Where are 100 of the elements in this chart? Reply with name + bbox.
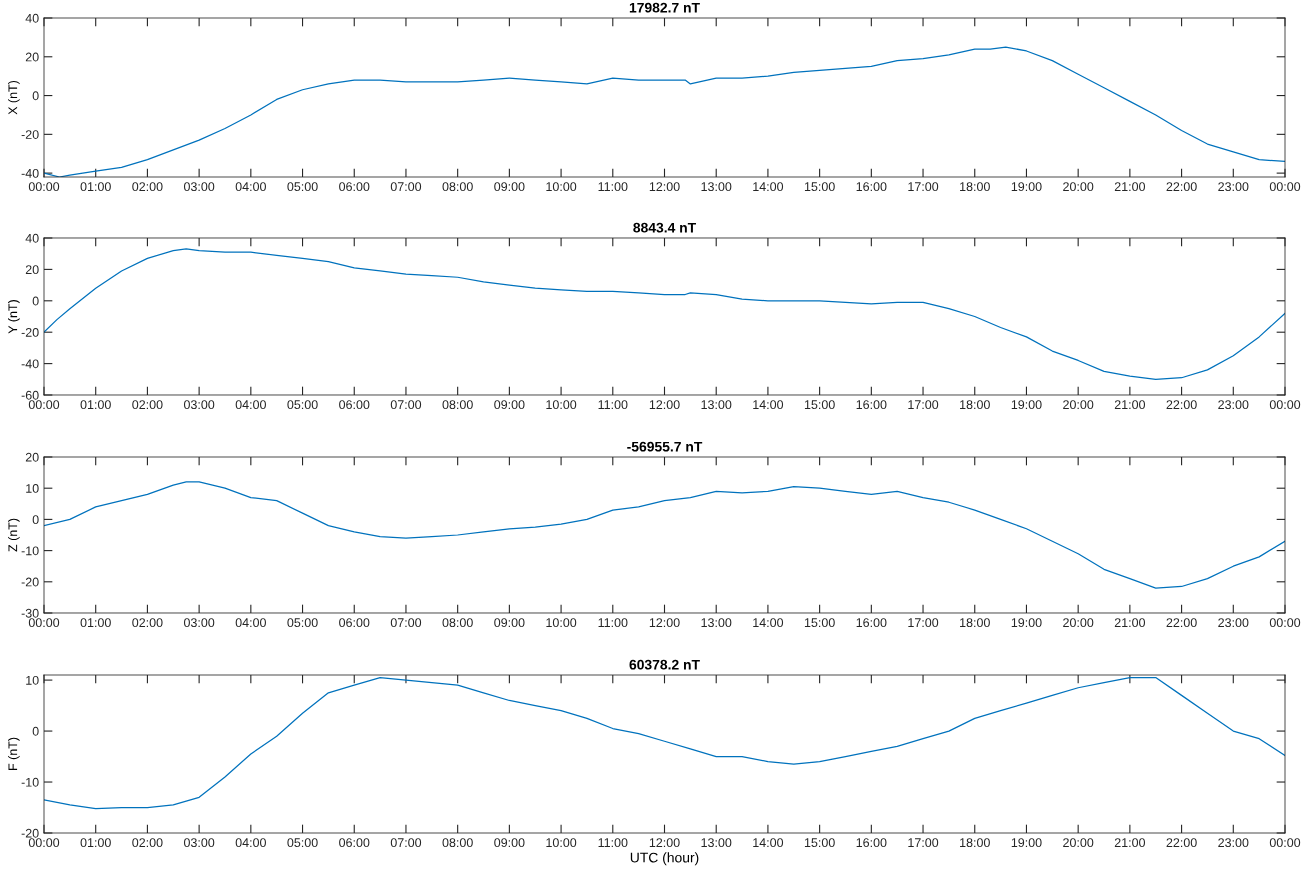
x-tick-label: 22:00 [1166, 618, 1197, 628]
x-tick-label: 00:00 [1269, 838, 1301, 848]
x-tick-label: 20:00 [1063, 618, 1094, 628]
x-tick-label: 17:00 [908, 838, 939, 848]
y-tick-label: -40 [21, 359, 39, 369]
line-series [44, 481, 1285, 589]
y-tick-label: -20 [21, 130, 39, 139]
x-tick-label: 00:00 [28, 838, 60, 848]
x-tick-label: 18:00 [960, 400, 990, 410]
y-tick-label: -20 [21, 328, 39, 337]
x-tick-label: 11:00 [598, 182, 628, 192]
x-tick-label: 16:00 [856, 182, 887, 192]
x-tick-label: 04:00 [235, 182, 266, 192]
x-tick-label: 09:00 [494, 838, 525, 848]
y-tick-label: 20 [25, 452, 39, 462]
x-tick-label: 05:00 [287, 618, 318, 628]
x-tick-label: 12:00 [649, 182, 680, 192]
x-tick-label: 11:00 [598, 618, 628, 628]
x-tick-label: 00:00 [1269, 182, 1301, 192]
x-tick-label: 10:00 [546, 618, 577, 628]
x-tick-label: 23:00 [1218, 618, 1249, 628]
x-tick-label: 03:00 [183, 400, 215, 410]
y-axis-title: Z (nT) [8, 518, 20, 552]
x-tick-label: 08:00 [442, 618, 473, 628]
x-tick-label: 00:00 [28, 618, 60, 628]
y-tick-label: 0 [32, 296, 39, 306]
x-tick-label: 08:00 [442, 400, 473, 410]
x-axis-title: UTC (hour) [630, 852, 699, 866]
x-tick-label: 14:00 [753, 838, 784, 848]
x-tick-label: 04:00 [235, 400, 266, 410]
x-tick-label: 18:00 [960, 618, 990, 628]
y-tick-label: 0 [32, 726, 39, 736]
x-tick-label: 17:00 [908, 182, 939, 192]
x-tick-label: 11:00 [598, 838, 628, 848]
x-tick-label: 14:00 [753, 400, 784, 410]
x-tick-label: 09:00 [494, 400, 525, 410]
x-tick-label: 19:00 [1011, 182, 1042, 192]
x-tick-label: 10:00 [546, 182, 577, 192]
x-tick-label: 04:00 [235, 838, 266, 848]
x-tick-label: 19:00 [1011, 838, 1042, 848]
x-tick-label: 15:00 [804, 618, 835, 628]
x-tick-label: 07:00 [390, 400, 422, 410]
x-tick-label: 01:00 [80, 182, 111, 192]
x-tick-label: 11:00 [598, 400, 628, 410]
x-tick-label: 00:00 [1269, 618, 1301, 628]
x-tick-label: 23:00 [1218, 182, 1249, 192]
x-tick-label: 17:00 [908, 618, 939, 628]
x-tick-label: 03:00 [183, 182, 215, 192]
x-tick-label: 12:00 [649, 400, 680, 410]
x-tick-label: 07:00 [390, 838, 422, 848]
x-tick-label: 21:00 [1114, 838, 1146, 848]
y-axis-title: Y (nT) [8, 300, 20, 334]
x-tick-label: 13:00 [701, 400, 732, 410]
x-tick-label: 09:00 [494, 182, 525, 192]
x-tick-label: 16:00 [856, 838, 887, 848]
y-tick-label: -40 [21, 168, 39, 178]
x-tick-label: 21:00 [1114, 182, 1146, 192]
x-tick-label: 01:00 [80, 618, 111, 628]
x-tick-label: 03:00 [183, 838, 215, 848]
x-tick-label: 16:00 [856, 400, 887, 410]
y-tick-label: -10 [21, 546, 39, 556]
x-tick-label: 12:00 [649, 618, 680, 628]
x-tick-label: 19:00 [1011, 618, 1042, 628]
y-tick-label: 10 [26, 675, 39, 685]
x-tick-label: 16:00 [856, 618, 887, 628]
y-axis-title: F (nT) [8, 737, 20, 770]
x-tick-label: 15:00 [804, 838, 835, 848]
x-tick-label: 02:00 [132, 618, 163, 628]
y-tick-label: 0 [32, 91, 39, 101]
y-tick-label: 40 [25, 233, 39, 243]
x-tick-label: 06:00 [339, 400, 370, 410]
x-tick-label: 13:00 [701, 182, 732, 192]
x-tick-label: 05:00 [287, 182, 318, 192]
x-tick-label: 22:00 [1166, 400, 1197, 410]
y-tick-label: 0 [32, 515, 39, 525]
x-tick-label: 06:00 [339, 838, 370, 848]
x-tick-label: 01:00 [80, 400, 111, 410]
chart-title: 8843.4 nT [633, 222, 697, 233]
y-tick-label: -30 [21, 608, 39, 618]
x-tick-label: 00:00 [28, 182, 60, 192]
x-tick-label: 20:00 [1063, 182, 1094, 192]
x-tick-label: 02:00 [132, 400, 163, 410]
x-tick-label: 00:00 [28, 400, 60, 410]
x-tick-label: 14:00 [753, 618, 784, 628]
y-tick-label: -10 [21, 777, 39, 787]
x-tick-label: 21:00 [1114, 400, 1146, 410]
y-tick-label: -60 [21, 390, 39, 400]
chart-title: 60378.2 nT [629, 659, 700, 670]
x-tick-label: 18:00 [960, 838, 990, 848]
x-tick-label: 19:00 [1011, 400, 1042, 410]
x-tick-label: 20:00 [1063, 400, 1094, 410]
y-tick-label: 20 [25, 265, 39, 275]
x-tick-label: 07:00 [390, 618, 422, 628]
x-tick-label: 06:00 [339, 618, 370, 628]
y-axis-title: X (nT) [8, 80, 20, 115]
x-tick-label: 08:00 [442, 838, 473, 848]
y-tick-label: -20 [21, 577, 39, 587]
y-tick-label: 20 [25, 52, 39, 62]
x-tick-label: 22:00 [1166, 182, 1197, 192]
x-tick-label: 13:00 [701, 618, 732, 628]
